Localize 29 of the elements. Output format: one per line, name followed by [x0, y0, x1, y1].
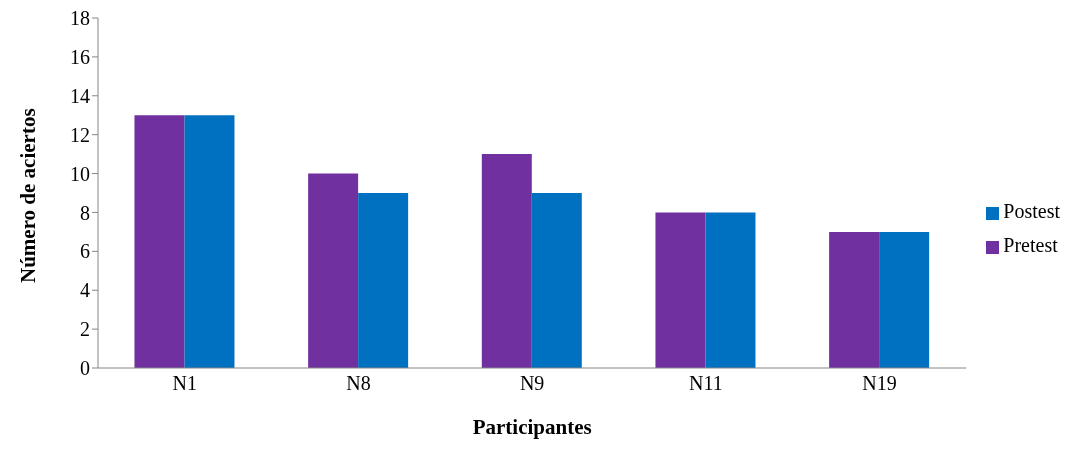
bar [531, 193, 582, 368]
bar [358, 193, 409, 368]
y-tick-label: 10 [70, 162, 90, 185]
bar [829, 231, 880, 368]
x-tick-label: N8 [346, 372, 371, 395]
bar [481, 154, 532, 368]
bar [705, 212, 756, 368]
x-tick-label: N9 [519, 372, 545, 395]
bar [879, 231, 930, 368]
bar [655, 212, 706, 368]
y-tick-label: 14 [70, 84, 90, 107]
y-tick-label: 4 [80, 279, 90, 302]
y-tick-label: 16 [70, 45, 90, 68]
legend-label: Pretest [1003, 234, 1058, 256]
y-tick-label: 2 [80, 318, 90, 341]
y-tick-label: 8 [80, 201, 90, 224]
y-tick-label: 0 [80, 357, 90, 380]
y-tick-label: 18 [70, 7, 90, 30]
y-tick-label: 6 [80, 240, 90, 263]
y-tick-label: 12 [70, 123, 90, 146]
bar [134, 115, 185, 368]
x-tick-label: N19 [862, 372, 897, 395]
legend-label: Postest [1003, 200, 1060, 222]
x-axis-title: Participantes [472, 415, 592, 439]
x-tick-label: N1 [172, 372, 198, 395]
y-axis-title: Número de aciertos [16, 108, 41, 283]
x-tick-label: N11 [688, 372, 723, 395]
bar [308, 173, 359, 368]
bar [184, 115, 235, 368]
